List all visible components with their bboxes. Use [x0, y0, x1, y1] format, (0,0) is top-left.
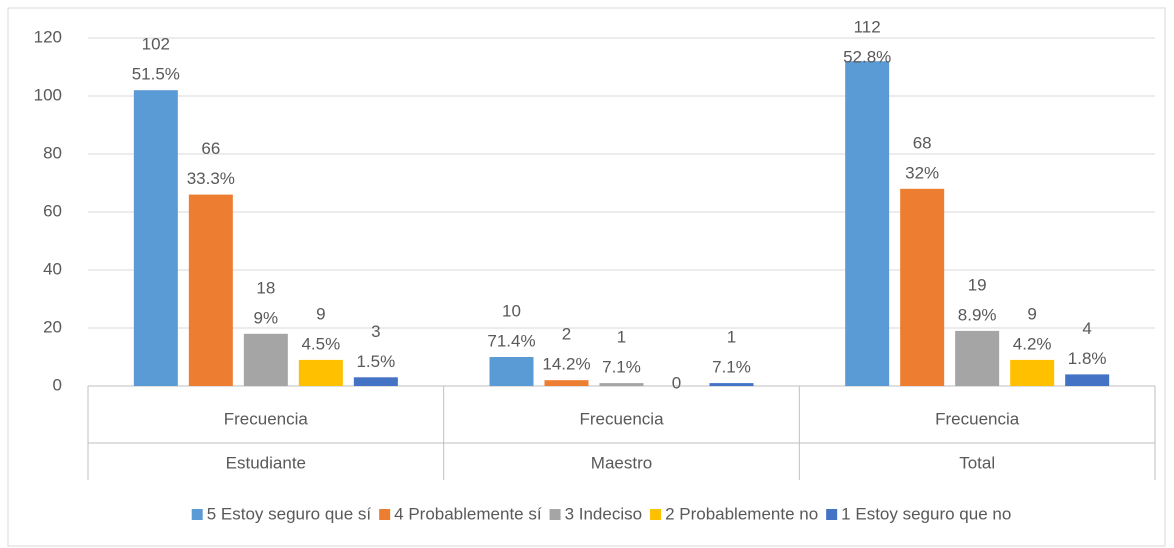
y-tick-label: 100 [34, 85, 62, 104]
legend-swatch [549, 509, 561, 520]
legend-swatch [650, 509, 662, 520]
y-tick-label: 40 [43, 259, 62, 278]
y-tick-label: 80 [43, 143, 62, 162]
data-label: 1 [617, 328, 626, 347]
data-label: 2 [562, 325, 571, 344]
percent-label: 7.1% [602, 358, 641, 377]
data-label: 4 [1082, 319, 1091, 338]
y-tick-label: 120 [34, 27, 62, 46]
legend-label: 3 Indeciso [565, 504, 643, 523]
y-tick-label: 60 [43, 201, 62, 220]
percent-label: 1.8% [1068, 349, 1107, 368]
group-label: Total [959, 453, 995, 472]
data-label: 1 [727, 328, 736, 347]
bar [298, 359, 343, 386]
percent-label: 8.9% [958, 305, 997, 324]
bar [243, 333, 288, 386]
data-label: 9 [1027, 304, 1036, 323]
bar [489, 357, 534, 386]
legend-label: 5 Estoy seguro que sí [207, 504, 372, 523]
bar [1065, 374, 1110, 386]
data-label: 19 [968, 275, 987, 294]
percent-label: 33.3% [187, 169, 235, 188]
percent-label: 9% [254, 308, 279, 327]
bar [1010, 359, 1055, 386]
data-label: 66 [201, 139, 220, 158]
legend-label: 2 Probablemente no [665, 504, 818, 523]
bar [544, 380, 589, 386]
data-label: 9 [316, 304, 325, 323]
x-tick-label: Frecuencia [935, 409, 1020, 428]
percent-label: 4.5% [301, 334, 340, 353]
bar [709, 383, 754, 386]
bar [955, 330, 1000, 386]
percent-label: 14.2% [542, 355, 590, 374]
bar [188, 194, 233, 386]
data-label: 68 [913, 133, 932, 152]
data-label: 10 [502, 301, 521, 320]
x-tick-label: Frecuencia [579, 409, 664, 428]
legend-swatch [826, 509, 838, 520]
bar [599, 383, 644, 386]
legend-label: 1 Estoy seguro que no [841, 504, 1011, 523]
percent-label: 1.5% [356, 352, 395, 371]
bar [353, 377, 398, 386]
legend-label: 4 Probablemente sí [394, 504, 542, 523]
data-label: 3 [371, 322, 380, 341]
percent-label: 7.1% [712, 358, 751, 377]
group-label: Maestro [591, 453, 652, 472]
legend-swatch [191, 509, 203, 520]
legend-swatch [379, 509, 391, 520]
y-tick-label: 20 [43, 317, 62, 336]
percent-label: 71.4% [487, 331, 535, 350]
percent-label: 32% [905, 163, 939, 182]
bar [845, 61, 890, 386]
bar [900, 188, 945, 386]
percent-label: 4.2% [1013, 334, 1052, 353]
y-tick-label: 0 [53, 375, 62, 394]
x-tick-label: Frecuencia [224, 409, 309, 428]
percent-label: 51.5% [132, 65, 180, 84]
group-label: Estudiante [226, 453, 306, 472]
percent-label: 52.8% [843, 47, 891, 66]
data-label: 112 [854, 17, 881, 36]
data-label: 0 [672, 373, 681, 392]
data-label: 102 [142, 35, 170, 54]
bar [133, 90, 178, 386]
data-label: 18 [256, 278, 275, 297]
